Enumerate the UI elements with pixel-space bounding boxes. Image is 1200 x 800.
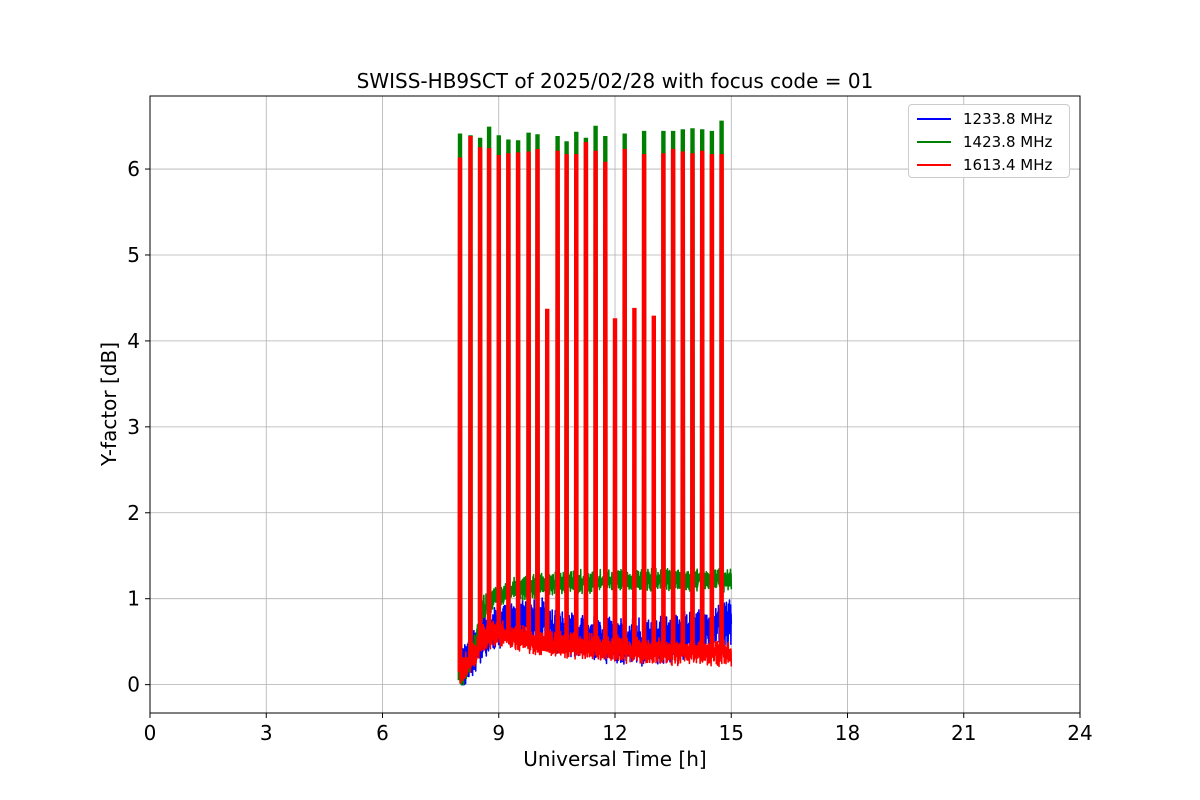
spike-mark (632, 307, 637, 651)
spike-mark (661, 153, 666, 652)
y-tick-label: 4 (127, 329, 140, 353)
x-tick-label: 3 (260, 721, 273, 745)
x-tick-label: 15 (719, 721, 744, 745)
spike-mark (612, 318, 618, 649)
spike-mark (535, 148, 540, 642)
legend-label: 1233.8 MHz (963, 110, 1053, 128)
legend-item-1423: 1423.8 MHz (917, 131, 1052, 153)
spike-mark (457, 157, 463, 672)
spike-mark (564, 154, 569, 645)
spike-mark (468, 135, 473, 661)
x-tick-label: 21 (951, 721, 976, 745)
x-axis-label: Universal Time [h] (523, 747, 706, 771)
spike-mark (477, 147, 483, 644)
spike-mark (709, 154, 715, 653)
spike-mark (680, 151, 686, 653)
spike-mark (583, 142, 589, 647)
spike-mark (593, 150, 598, 647)
y-tick-label: 0 (127, 673, 140, 697)
chart-title: SWISS-HB9SCT of 2025/02/28 with focus co… (357, 69, 874, 93)
legend-swatch-blue (917, 118, 951, 120)
spike-mark (651, 315, 657, 651)
spike-mark (544, 308, 550, 643)
series-line (459, 619, 733, 685)
spike-mark (670, 148, 676, 653)
y-tick-label: 2 (127, 501, 140, 525)
series-1613-4-mhz (457, 135, 733, 685)
spike-mark (515, 152, 521, 638)
x-tick-label: 6 (376, 721, 389, 745)
spike-mark (690, 153, 695, 653)
spike-mark (622, 148, 627, 650)
spike-mark (496, 154, 502, 634)
y-tick-label: 3 (127, 415, 140, 439)
legend-label: 1423.8 MHz (963, 133, 1053, 151)
legend: 1233.8 MHz 1423.8 MHz 1613.4 MHz (908, 104, 1070, 178)
y-tick-label: 5 (127, 243, 140, 267)
x-tick-label: 12 (602, 721, 627, 745)
y-tick-label: 6 (127, 157, 140, 181)
x-tick-label: 0 (144, 721, 157, 745)
plot-series (457, 120, 733, 686)
x-tick-label: 9 (492, 721, 505, 745)
spike-mark (573, 154, 579, 647)
x-tick-label: 18 (835, 721, 860, 745)
spike-mark (699, 150, 705, 653)
legend-swatch-red (917, 164, 951, 166)
legend-item-1233: 1233.8 MHz (917, 108, 1052, 130)
spike-mark (486, 148, 492, 636)
legend-item-1613: 1613.4 MHz (917, 154, 1052, 176)
legend-swatch-green (917, 141, 951, 143)
spike-mark (555, 150, 560, 644)
spike-mark (641, 154, 647, 651)
y-tick-label: 1 (127, 587, 140, 611)
y-axis-label: Y-factor [dB] (97, 342, 121, 467)
spike-mark (719, 154, 724, 654)
spike-mark (526, 151, 531, 640)
legend-label: 1613.4 MHz (963, 156, 1053, 174)
spike-mark (506, 153, 511, 636)
x-tick-label: 24 (1067, 721, 1092, 745)
spike-mark (603, 161, 608, 648)
